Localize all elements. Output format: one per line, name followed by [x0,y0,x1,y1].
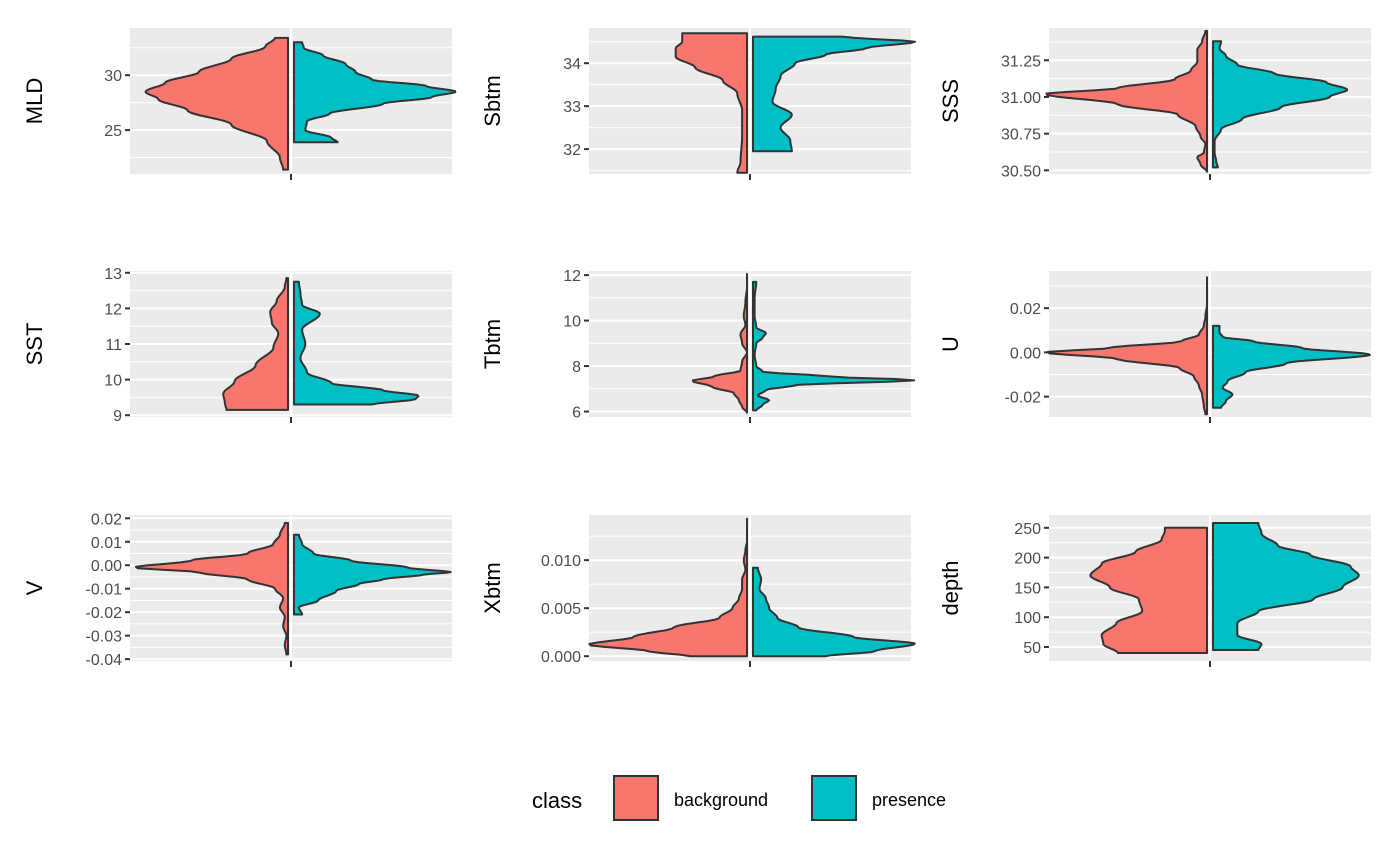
panel-u: -0.02 0.00 0.02 U [938,271,1371,423]
y-tick-label: 11 [105,337,122,354]
panel-sbtm: 32 33 34 Sbtm [480,28,916,180]
violin-half-background [144,36,289,171]
y-axis-title: Sbtm [480,75,505,126]
violin-half-presence [752,566,916,658]
panel-tbtm: 6 8 10 12 Tbtm [480,268,916,423]
y-tick-label: 250 [1014,521,1041,538]
violin-half-presence [1212,40,1349,169]
y-tick-label: 200 [1014,551,1041,568]
violin-half-presence [752,35,916,153]
y-tick-label: -0.02 [1005,390,1042,407]
y-tick-label: 0.005 [541,601,581,618]
violin-half-presence [1212,522,1360,651]
violin-half-background [588,517,748,658]
violin-half-presence [293,41,457,144]
legend-key-presence [811,775,857,821]
violin-half-presence [752,280,916,412]
y-tick-label: 31.00 [1001,90,1041,107]
violin-half-presence [293,280,420,406]
legend-key-background [613,775,659,821]
y-axis-title: Xbtm [480,562,505,613]
y-tick-label: 6 [572,405,581,422]
y-axis-title: MLD [22,78,47,124]
y-tick-label: 13 [104,266,122,283]
y-axis-title: U [938,336,963,352]
legend-label-presence: presence [872,790,946,810]
y-axis-title: V [22,580,47,595]
violin-half-presence [293,533,452,616]
panel-mld: 25 30 MLD [22,28,457,180]
y-tick-label: 30.50 [1001,163,1041,180]
violin-half-presence [1212,324,1371,409]
y-tick-label: 0.000 [541,649,581,666]
violin-half-background [674,32,748,174]
y-tick-label: -0.02 [86,605,123,622]
y-tick-label: 34 [563,56,581,73]
y-tick-label: 50 [1023,640,1041,657]
y-tick-label: 0.02 [91,511,122,528]
y-tick-label: 30.75 [1001,127,1041,144]
legend-label-background: background [674,790,768,810]
y-tick-label: 30 [104,68,122,85]
violin-half-background [1045,29,1208,173]
y-tick-label: 10 [104,373,122,390]
violin-half-background [1089,526,1208,654]
y-tick-label: 100 [1014,610,1041,627]
violin-half-background [135,522,289,656]
y-axis-title: SST [22,323,47,366]
panel-v: -0.04 -0.03 -0.02 -0.01 0.00 0.01 0.02 V [22,511,452,669]
y-tick-label: 0.01 [91,535,122,552]
y-tick-label: 0.00 [91,558,122,575]
violin-half-background [691,273,748,414]
chart-panels: 25 30 MLD 32 33 34 Sbtm 30.50 30.75 31.00 31.25 SSS… [22,28,1371,669]
y-axis-title: Tbtm [480,319,505,369]
y-axis-title: depth [938,560,963,615]
y-tick-label: -0.01 [86,582,123,599]
y-tick-label: 150 [1014,580,1041,597]
legend: class background presence [532,775,946,821]
panel-sss: 30.50 30.75 31.00 31.25 SSS [938,28,1371,180]
y-tick-label: 0.00 [1010,345,1041,362]
y-tick-label: 33 [563,99,581,116]
violin-half-background [1046,276,1208,416]
panel-xbtm: 0.000 0.005 0.010 Xbtm [480,515,916,667]
y-tick-label: 0.02 [1010,301,1041,318]
y-tick-label: 12 [563,268,581,285]
violin-half-background [222,277,289,411]
y-tick-label: 9 [113,408,122,425]
y-tick-label: -0.03 [86,629,123,646]
y-tick-label: 12 [104,301,122,318]
y-tick-label: 32 [563,142,581,159]
y-axis-title: SSS [938,79,963,123]
y-tick-label: 25 [104,123,122,140]
y-tick-label: 8 [572,359,581,376]
y-tick-label: 31.25 [1001,53,1041,70]
y-tick-label: 10 [563,314,581,331]
panel-sst: 9 10 11 12 13 SST [22,266,452,425]
panel-depth: 50 100 150 200 250 depth [938,515,1371,667]
y-tick-label: 0.010 [541,553,581,570]
y-tick-label: -0.04 [86,652,123,669]
legend-title: class [532,788,582,813]
